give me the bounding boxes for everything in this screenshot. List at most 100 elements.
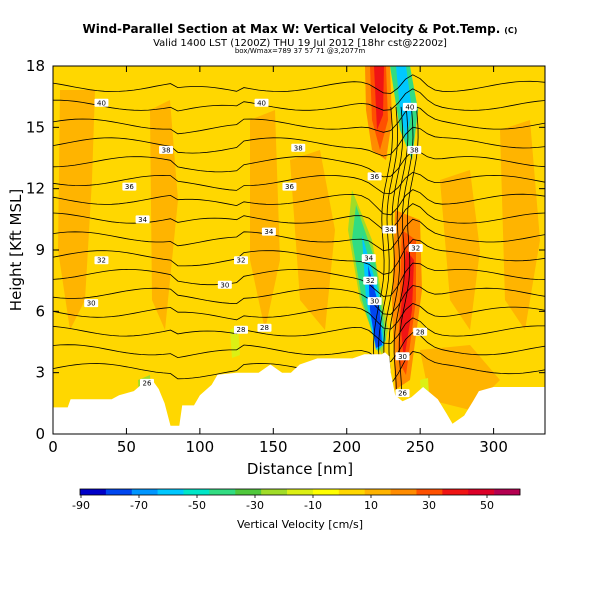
chart-subtitle: Valid 1400 LST (1200Z) THU 19 Jul 2012 […: [153, 38, 447, 49]
contour-label-bg: [261, 227, 276, 236]
colorbar-swatch: [80, 489, 107, 495]
theta-contour-line: [53, 150, 545, 178]
velocity-field: [58, 66, 540, 418]
x-tick-label: 50: [117, 438, 136, 456]
theta-contour-line: [373, 106, 393, 394]
colorbar-label: Vertical Velocity [cm/s]: [237, 518, 363, 531]
contour-label: 40: [97, 99, 106, 107]
theta-contour-line: [53, 218, 545, 252]
theta-contour-line: [53, 285, 545, 315]
contour-label-bg: [367, 172, 382, 181]
theta-contours: [53, 74, 545, 394]
contour-label: 32: [97, 257, 106, 265]
contour-label: 40: [257, 99, 266, 107]
colorbar-swatch: [209, 489, 236, 495]
colorbar-swatch: [235, 489, 262, 495]
plot-area: 40 40 40 38 38 38 36 36 36 34 34 34 32 32 32 30 30 34 32 30…: [53, 66, 545, 434]
contour-label-bg: [282, 182, 297, 191]
theta-contour-line: [53, 88, 545, 112]
colorbar-swatch: [105, 489, 133, 495]
contour-label-bg: [395, 352, 410, 361]
colorbar-swatch: [494, 489, 521, 495]
velocity-region: [400, 250, 414, 360]
colorbar-tick-label: -30: [246, 499, 264, 512]
contour-label-bg: [84, 299, 99, 308]
theta-contour-line: [383, 106, 404, 394]
colorbar-tick-label: 30: [422, 499, 436, 512]
y-tick-label: 15: [26, 118, 45, 136]
colorbar-tick-label: 10: [364, 499, 378, 512]
contour-label-bg: [367, 297, 382, 306]
colorbar-swatch: [261, 489, 288, 495]
contour-label: 36: [285, 183, 294, 191]
x-tick-label: 100: [186, 438, 215, 456]
contour-label: 38: [162, 146, 171, 154]
contour-label-bg: [159, 145, 174, 154]
theta-contour-line: [53, 332, 545, 364]
contour-label: 34: [385, 226, 394, 234]
colorbar-tick-label: -10: [304, 499, 322, 512]
theta-contour-line: [53, 203, 545, 231]
contour-label-bg: [254, 98, 269, 107]
colorbar-swatch: [390, 489, 417, 495]
contour-label-bg: [407, 145, 422, 154]
contour-label: 28: [416, 328, 425, 336]
contour-label: 34: [264, 228, 273, 236]
contour-label: 26: [398, 390, 407, 398]
contour-label: 32: [411, 244, 420, 252]
contour-label: 34: [364, 255, 373, 263]
contour-label-bg: [139, 378, 154, 387]
theta-contour-line: [53, 262, 545, 297]
contour-label-bg: [402, 102, 417, 111]
contour-label-bg: [233, 256, 248, 265]
theta-contour-line: [53, 189, 545, 216]
colorbar-swatch: [312, 489, 340, 495]
contour-label: 30: [398, 353, 407, 361]
contour-label: 26: [143, 379, 152, 387]
contour-label: 34: [138, 216, 147, 224]
colorbar-tick-label: -50: [188, 499, 206, 512]
colorbar-swatch: [416, 489, 443, 495]
y-tick-label: 12: [26, 180, 45, 198]
theta-contour-line: [53, 126, 545, 157]
theta-contour-line: [388, 106, 409, 394]
contour-label-bg: [361, 254, 376, 263]
colorbar-swatch: [131, 489, 158, 495]
velocity-region: [290, 150, 335, 330]
y-tick-label: 6: [35, 302, 45, 320]
colorbar: -90 -70 -50 -30 -10 10 30 50: [72, 488, 521, 512]
theta-contour-line: [53, 303, 545, 330]
contour-label: 28: [260, 324, 269, 332]
contour-label-bg: [413, 327, 428, 336]
x-tick-label: 200: [332, 438, 361, 456]
contour-label: 30: [370, 298, 379, 306]
contour-label: 38: [294, 144, 303, 152]
contour-label-bg: [257, 323, 272, 332]
contour-label-bg: [233, 325, 248, 334]
colorbar-swatch: [157, 489, 184, 495]
contour-label: 28: [237, 326, 246, 334]
colorbar-tick-label: 50: [480, 499, 494, 512]
x-axis-label: Distance [nm]: [247, 460, 353, 478]
colorbar-tick-label: -70: [130, 499, 148, 512]
colorbar-swatch: [468, 489, 495, 495]
theta-contour-line: [53, 105, 545, 135]
theta-contour-line: [53, 239, 545, 275]
x-tick-label: 150: [259, 438, 288, 456]
theta-contour-line: [53, 317, 545, 344]
chart-title: Wind-Parallel Section at Max W: Vertical…: [83, 22, 518, 36]
contour-label-bg: [408, 243, 423, 252]
contour-label-bg: [363, 276, 378, 285]
contour-label-bg: [291, 143, 306, 152]
contour-label-bg: [94, 256, 109, 265]
contour-label-bg: [135, 215, 150, 224]
velocity-region: [500, 120, 540, 330]
colorbar-swatch: [364, 489, 391, 495]
colorbar-frame: [79, 488, 521, 496]
theta-contour-line: [53, 74, 545, 94]
contour-label: 40: [405, 103, 414, 111]
contour-label: 36: [370, 173, 379, 181]
